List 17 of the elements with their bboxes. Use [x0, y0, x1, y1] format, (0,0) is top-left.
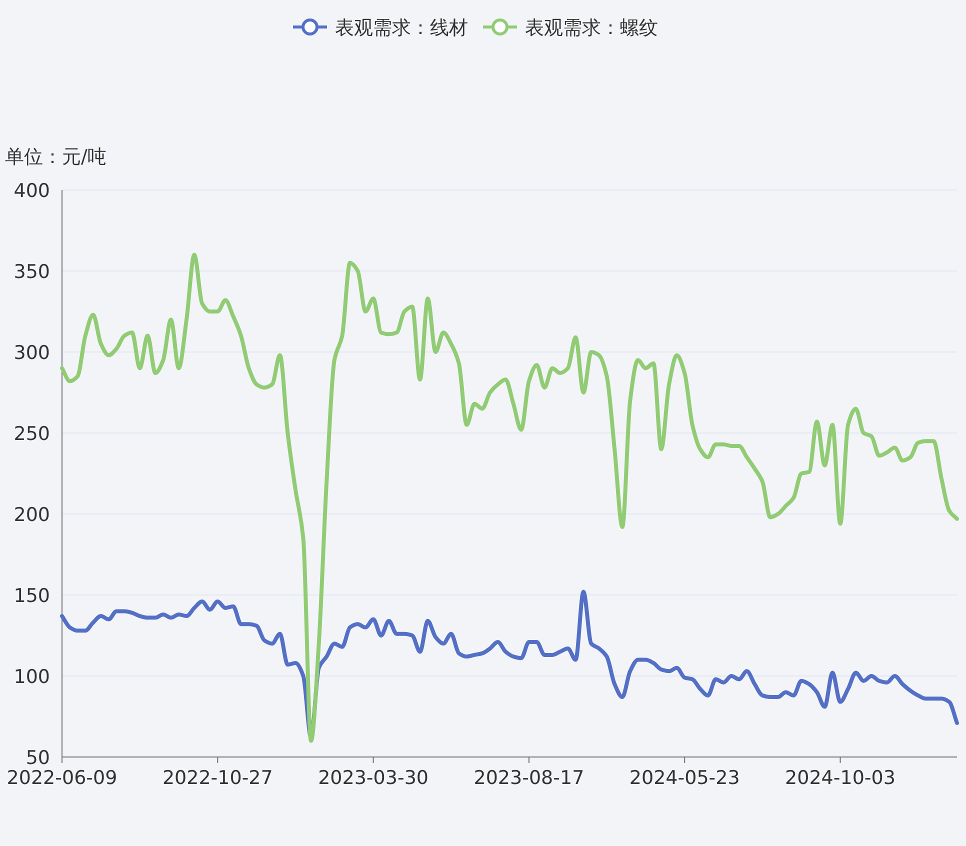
x-tick-label: 2024-10-03 [785, 767, 896, 789]
y-tick-label: 300 [14, 342, 50, 364]
x-tick-label: 2022-06-09 [6, 767, 118, 789]
y-tick-label: 400 [14, 180, 50, 202]
y-tick-label: 150 [14, 585, 50, 607]
y-tick-label: 100 [14, 666, 50, 688]
y-tick-label: 200 [14, 504, 50, 526]
x-tick-label: 2022-10-27 [162, 767, 273, 789]
legend-label: 表观需求：线材 [335, 17, 468, 39]
y-tick-label: 250 [14, 423, 50, 445]
x-tick-label: 2023-08-17 [474, 767, 584, 789]
x-tick-label: 2024-05-23 [629, 767, 740, 789]
x-tick-label: 2023-03-30 [318, 767, 429, 789]
y-tick-label: 50 [26, 747, 50, 769]
y-axis-title: 单位：元/吨 [5, 146, 106, 168]
legend-label: 表观需求：螺纹 [525, 17, 658, 39]
y-tick-label: 350 [14, 261, 50, 283]
